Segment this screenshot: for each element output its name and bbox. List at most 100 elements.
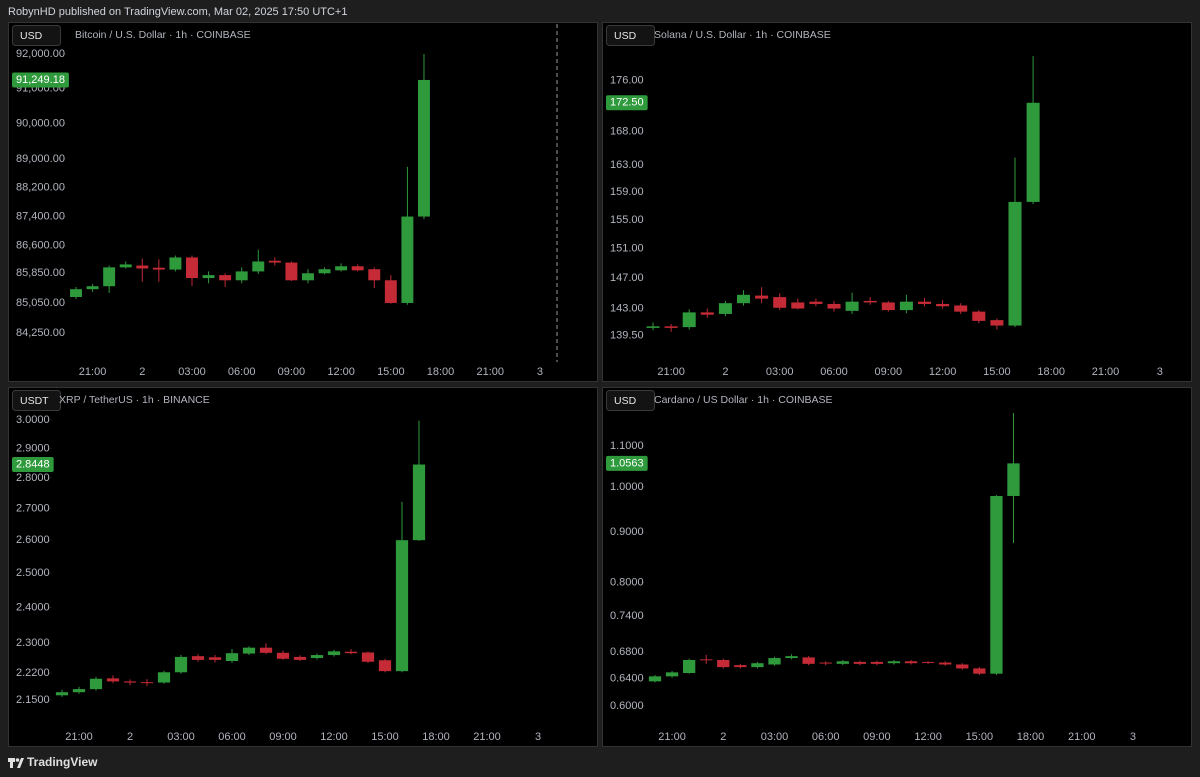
y-tick-label: 0.6800	[610, 646, 644, 658]
y-tick-label: 147.00	[610, 272, 644, 284]
x-tick-label: 21:00	[65, 731, 93, 743]
candle-body	[700, 659, 713, 661]
candle-body	[1026, 102, 1040, 202]
candle-body	[973, 668, 986, 674]
candle-body	[219, 275, 232, 281]
candle-body	[773, 297, 787, 308]
x-tick-label: 03:00	[167, 731, 195, 743]
x-tick-label: 3	[1157, 366, 1163, 378]
pane-background	[8, 22, 598, 382]
footer-brand: TradingView	[27, 755, 98, 769]
y-tick-label: 1.1000	[610, 440, 644, 452]
pane-background	[8, 387, 598, 747]
candle-body	[140, 682, 154, 684]
x-tick-label: 09:00	[875, 366, 903, 378]
candle-body	[418, 79, 430, 217]
x-tick-label: 03:00	[178, 366, 206, 378]
candle-body	[751, 663, 764, 668]
x-tick-label: 2	[720, 731, 726, 743]
candle-body	[870, 661, 884, 664]
y-tick-label: 2.3000	[16, 637, 50, 649]
x-tick-label: 06:00	[228, 366, 256, 378]
y-tick-label: 151.00	[610, 243, 644, 255]
candle-body	[939, 662, 952, 665]
publish-header: RobynHD published on TradingView.com, Ma…	[8, 6, 347, 18]
x-tick-label: 21:00	[658, 731, 686, 743]
chart-pane: USD Solana / U.S. Dollar · 1h · COINBASE 1…	[602, 22, 1192, 382]
chart-title: XRP / TetherUS · 1h · BINANCE	[59, 394, 210, 406]
x-tick-label: 09:00	[863, 731, 891, 743]
candle-body	[827, 303, 841, 309]
candle-body	[344, 651, 358, 654]
y-tick-label: 2.4000	[16, 601, 50, 613]
candle-body	[863, 300, 877, 303]
candle-body	[990, 320, 1004, 326]
candle-body	[310, 655, 324, 659]
candle-body	[318, 269, 331, 274]
candle-body	[285, 262, 298, 281]
x-tick-label: 18:00	[422, 731, 450, 743]
candle-body	[378, 660, 392, 672]
y-tick-label: 92,000.00	[16, 48, 65, 60]
y-tick-label: 143.00	[610, 302, 644, 314]
logo-dot	[15, 758, 20, 762]
candle-body	[242, 647, 256, 654]
candle-body	[208, 657, 222, 660]
candle-body	[665, 672, 679, 677]
candle-body	[917, 301, 932, 304]
candle-body	[682, 659, 696, 674]
y-tick-label: 168.00	[610, 126, 644, 138]
candle-body	[335, 266, 348, 271]
last-price-tag	[12, 72, 69, 88]
x-tick-label: 15:00	[371, 731, 399, 743]
chart-pane: USD Bitcoin / U.S. Dollar · 1h · COINBASE…	[8, 22, 598, 382]
candle-body	[648, 676, 662, 682]
y-tick-label: 89,000.00	[16, 153, 65, 165]
candle-body	[791, 302, 805, 309]
y-tick-label: 159.00	[610, 186, 644, 198]
last-price-label: 172.50	[610, 97, 644, 109]
candle-body	[921, 661, 935, 663]
candle-body	[395, 540, 409, 672]
candle-body	[123, 681, 137, 683]
candle-body	[734, 665, 747, 668]
x-tick-label: 3	[535, 731, 541, 743]
candle-body	[276, 652, 290, 659]
candle-body	[70, 289, 82, 297]
y-tick-label: 2.8000	[16, 472, 50, 484]
y-tick-label: 87,400.00	[16, 210, 65, 222]
candle-body	[1007, 463, 1020, 496]
candle-body	[887, 661, 901, 664]
candle-body	[990, 495, 1003, 674]
chart-pane: USD Cardano / US Dollar · 1h · COINBASE 1.…	[602, 387, 1192, 747]
candle-body	[191, 656, 205, 660]
y-tick-label: 88,200.00	[16, 182, 65, 194]
candle-body	[802, 657, 815, 664]
candle-body	[768, 658, 781, 665]
x-tick-label: 15:00	[966, 731, 994, 743]
candle-body	[174, 656, 188, 673]
candle-body	[899, 301, 913, 311]
logo-stem	[10, 758, 13, 768]
currency-label: USD	[614, 30, 637, 42]
y-tick-label: 0.7400	[610, 610, 644, 622]
y-tick-label: 163.00	[610, 159, 644, 171]
currency-box	[606, 390, 655, 411]
candle-body	[853, 661, 866, 664]
x-tick-label: 21:00	[476, 366, 504, 378]
candle-body	[89, 678, 103, 690]
candle-body	[904, 661, 918, 664]
x-tick-label: 18:00	[1037, 366, 1065, 378]
candle-body	[235, 271, 248, 281]
pane-background	[602, 22, 1192, 382]
y-tick-label: 0.6400	[610, 672, 644, 684]
candle-body	[785, 656, 798, 659]
candle-body	[384, 280, 397, 303]
x-tick-label: 21:00	[657, 366, 685, 378]
candle-body	[845, 301, 859, 311]
x-tick-label: 12:00	[914, 731, 942, 743]
pane-background	[602, 387, 1192, 747]
candle-body	[972, 311, 986, 321]
